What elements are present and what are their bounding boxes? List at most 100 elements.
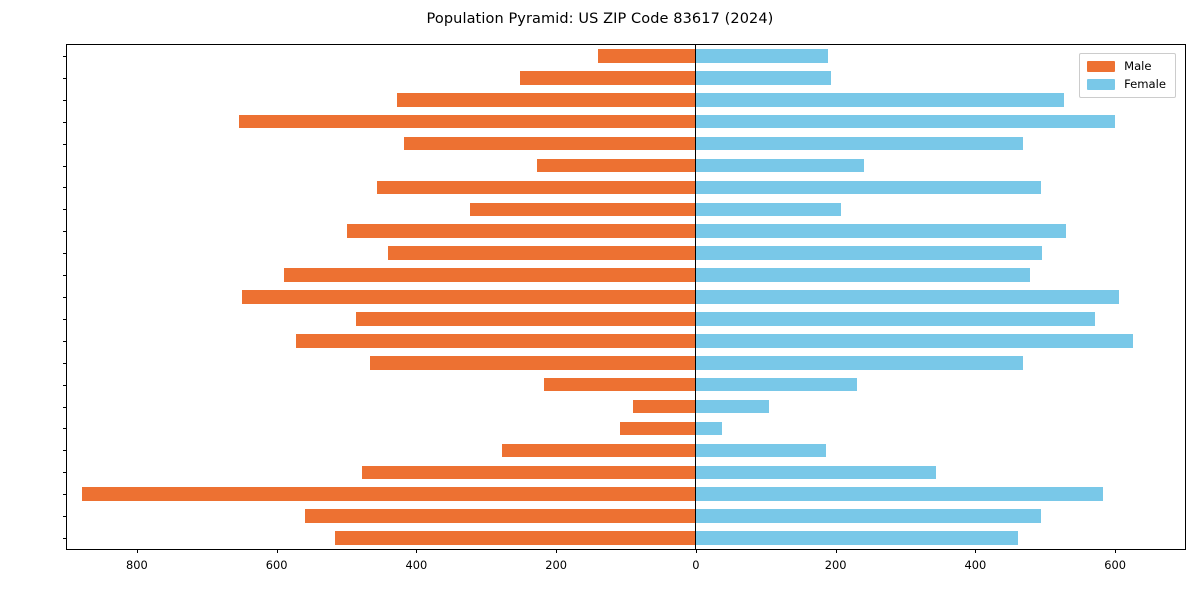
female-bar[interactable] (695, 49, 828, 63)
male-bar[interactable] (355, 312, 696, 326)
y-axis-tick (63, 340, 67, 342)
zero-axis-line (695, 45, 697, 549)
male-bar[interactable] (304, 509, 696, 523)
female-bar[interactable] (695, 290, 1119, 304)
female-bar[interactable] (695, 465, 936, 480)
bar-row (67, 92, 1185, 107)
female-bar[interactable] (695, 202, 842, 217)
x-axis-tick-label: 800 (126, 558, 148, 572)
chart-title: Population Pyramid: US ZIP Code 83617 (2… (426, 11, 774, 27)
y-axis-tick (63, 494, 67, 496)
x-axis-tick (136, 549, 138, 553)
female-bar[interactable] (695, 71, 831, 85)
legend-item[interactable]: Female (1087, 77, 1166, 91)
bar-row (67, 312, 1185, 326)
y-axis-tick (63, 428, 67, 430)
bar-row (67, 114, 1185, 129)
bar-row (67, 290, 1185, 304)
y-axis-tick (63, 99, 67, 101)
male-bar[interactable] (377, 180, 696, 195)
bar-row (67, 421, 1185, 436)
y-axis-tick (63, 297, 67, 298)
y-axis-tick (63, 253, 67, 255)
male-bar[interactable] (296, 334, 696, 348)
male-bar[interactable] (470, 202, 696, 217)
x-axis-tick (1115, 549, 1117, 553)
x-axis-tick (276, 549, 278, 553)
female-bar[interactable] (695, 355, 1023, 370)
female-bar[interactable] (695, 180, 1042, 195)
male-bar[interactable] (361, 465, 696, 480)
male-bar[interactable] (334, 531, 696, 545)
x-axis-tick (556, 549, 558, 553)
female-bar[interactable] (695, 487, 1104, 501)
female-bar[interactable] (695, 114, 1116, 129)
legend-label: Female (1124, 77, 1166, 91)
bar-row (67, 399, 1185, 414)
male-bar[interactable] (241, 290, 696, 304)
female-bar[interactable] (695, 509, 1042, 523)
male-bar[interactable] (403, 136, 696, 151)
female-bar[interactable] (695, 377, 857, 392)
male-bar[interactable] (396, 92, 696, 107)
y-axis-tick (63, 538, 67, 540)
female-bar[interactable] (695, 421, 723, 436)
male-bar[interactable] (620, 421, 696, 436)
y-axis-tick (63, 165, 67, 167)
y-axis-tick (63, 275, 67, 277)
male-bar[interactable] (543, 377, 696, 392)
y-axis-tick (63, 406, 67, 408)
female-bar[interactable] (695, 246, 1043, 260)
x-axis-tick-label: 400 (964, 558, 987, 572)
bar-row (67, 136, 1185, 151)
y-axis-tick (63, 121, 67, 123)
y-axis-tick (63, 384, 67, 386)
x-axis-tick-label: 200 (545, 558, 567, 572)
bar-row (67, 465, 1185, 480)
male-bar[interactable] (283, 268, 696, 282)
female-bar[interactable] (695, 136, 1023, 151)
male-bar[interactable] (388, 246, 696, 260)
x-axis-tick-label: 200 (824, 558, 847, 572)
male-bar[interactable] (238, 114, 696, 129)
male-bar[interactable] (598, 49, 696, 63)
male-bar[interactable] (346, 224, 696, 239)
legend-swatch-icon (1087, 78, 1116, 90)
y-axis-tick (63, 187, 67, 189)
female-bar[interactable] (695, 268, 1030, 282)
bar-row (67, 355, 1185, 370)
x-axis-tick (416, 549, 418, 553)
y-axis-tick (63, 209, 67, 211)
bar-row (67, 443, 1185, 458)
male-bar[interactable] (502, 443, 696, 458)
female-bar[interactable] (695, 443, 826, 458)
x-axis-tick (975, 549, 977, 553)
female-bar[interactable] (695, 531, 1018, 545)
x-axis-tick-label: 0 (692, 558, 700, 572)
male-bar[interactable] (369, 355, 696, 370)
male-bar[interactable] (82, 487, 696, 501)
male-bar[interactable] (537, 158, 696, 173)
male-bar[interactable] (520, 71, 696, 85)
female-bar[interactable] (695, 92, 1065, 107)
y-axis-tick (63, 231, 67, 233)
plot-inner (67, 45, 1185, 549)
bar-row (67, 71, 1185, 85)
y-axis-tick (63, 472, 67, 474)
y-axis-tick (63, 143, 67, 145)
x-axis-tick (835, 549, 837, 553)
bar-row (67, 202, 1185, 217)
female-bar[interactable] (695, 334, 1133, 348)
legend-item[interactable]: Male (1087, 59, 1166, 73)
female-bar[interactable] (695, 399, 770, 414)
female-bar[interactable] (695, 158, 864, 173)
bar-row (67, 224, 1185, 239)
female-bar[interactable] (695, 312, 1095, 326)
male-bar[interactable] (632, 399, 696, 414)
bar-row (67, 246, 1185, 260)
bar-row (67, 49, 1185, 63)
bar-row (67, 268, 1185, 282)
bar-row (67, 531, 1185, 545)
female-bar[interactable] (695, 224, 1067, 239)
